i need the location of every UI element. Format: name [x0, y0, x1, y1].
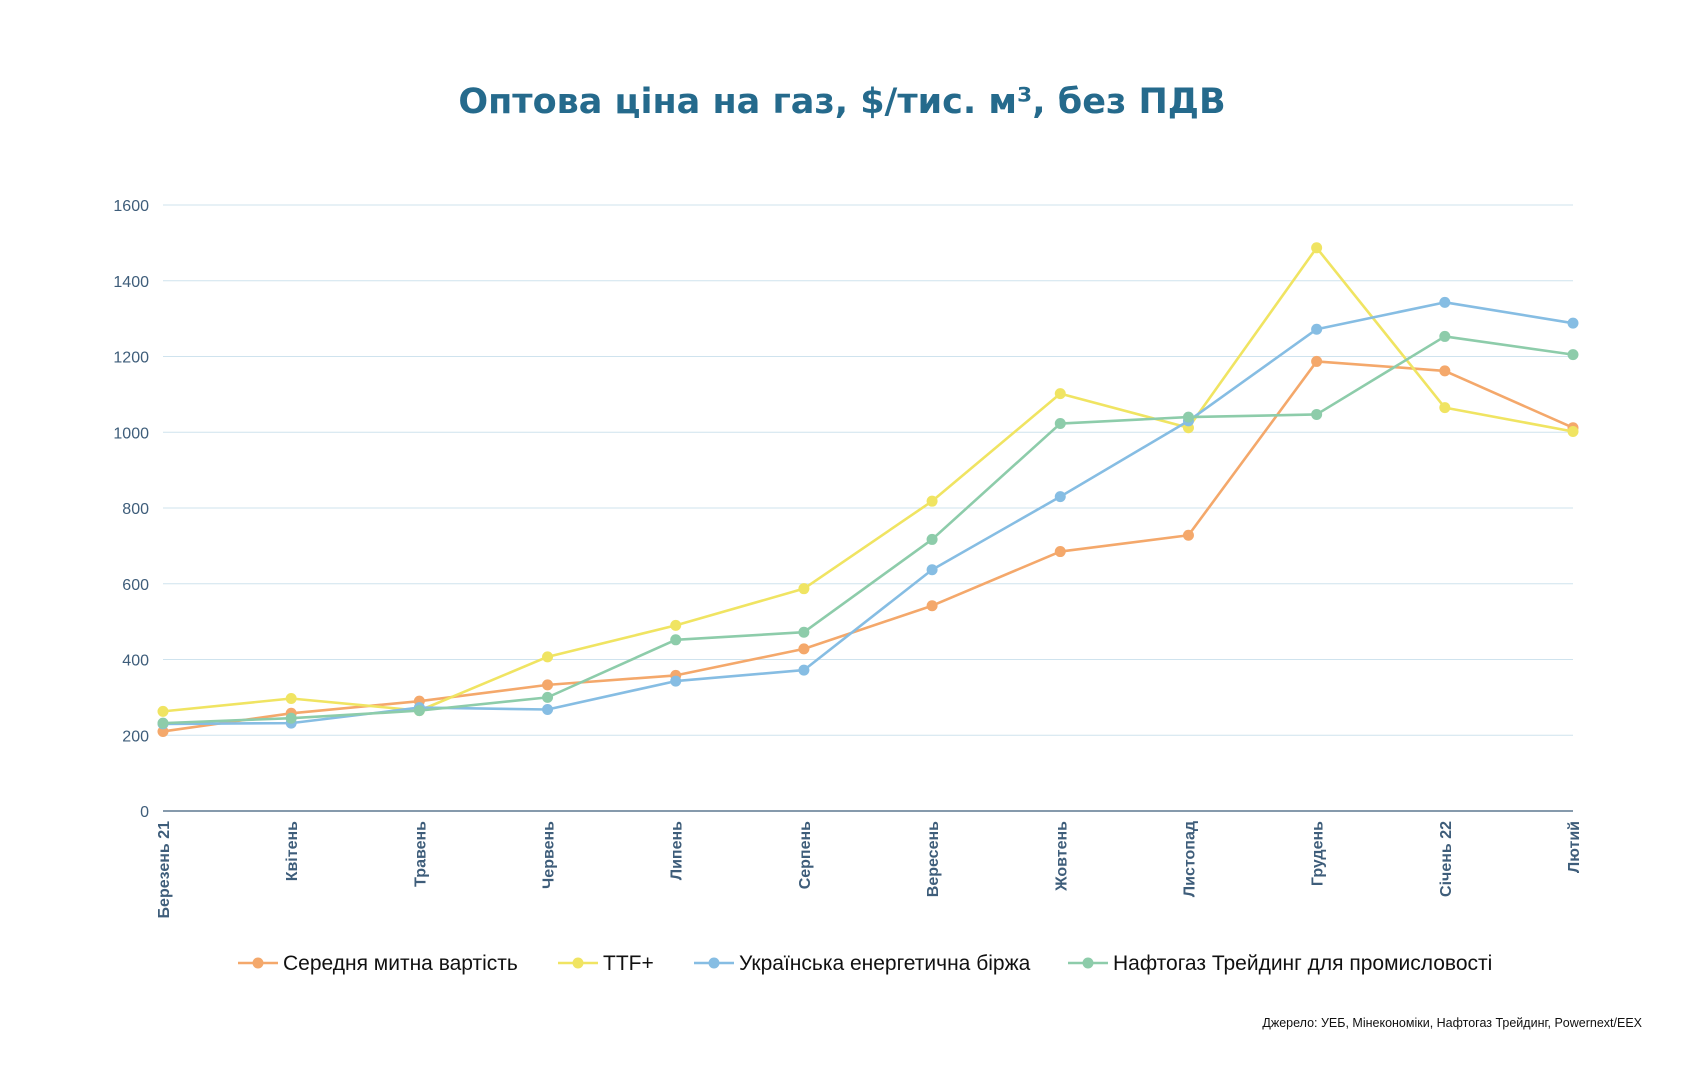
data-point — [1054, 418, 1066, 430]
y-tick-label: 1600 — [113, 198, 149, 215]
data-point — [670, 619, 682, 631]
y-tick-label: 0 — [140, 804, 149, 821]
data-point — [798, 583, 810, 595]
legend-item: Українська енергетична біржа — [694, 952, 1031, 975]
legend-item: Нафтогаз Трейдинг для промисловості — [1068, 952, 1492, 975]
legend-item: Середня митна вартість — [238, 952, 518, 975]
legend-swatch-marker — [572, 957, 584, 969]
y-tick-label: 800 — [122, 501, 149, 518]
data-point — [157, 717, 169, 729]
x-tick-label: Червень — [541, 821, 558, 889]
data-point — [926, 600, 938, 612]
data-point — [1567, 349, 1579, 361]
x-tick-label: Березень 21 — [156, 821, 173, 919]
data-point — [1311, 408, 1323, 420]
series-line — [161, 246, 1575, 713]
series-line — [161, 360, 1575, 733]
data-point — [670, 634, 682, 646]
series-4 — [157, 330, 1579, 729]
x-tick-label: Січень 22 — [1438, 821, 1455, 897]
legend-label: Середня митна вартість — [283, 952, 518, 975]
data-point — [670, 675, 682, 687]
data-point — [1054, 388, 1066, 400]
data-point — [542, 691, 554, 703]
x-tick-label: Вересень — [925, 821, 942, 897]
data-point — [285, 712, 297, 724]
data-point — [285, 693, 297, 705]
legend-swatch-marker — [1082, 957, 1094, 969]
data-point — [542, 679, 554, 691]
series-line — [161, 301, 1575, 726]
data-point — [1311, 242, 1323, 254]
source-note: Джерело: УЕБ, Мінекономіки, Нафтогаз Тре… — [1262, 1016, 1642, 1030]
data-point — [1182, 529, 1194, 541]
data-point — [542, 703, 554, 715]
x-tick-label: Лютий — [1566, 821, 1583, 873]
data-point — [1567, 317, 1579, 329]
legend-label: Нафтогаз Трейдинг для промисловості — [1113, 952, 1492, 975]
legend-swatch-marker — [708, 957, 720, 969]
x-tick-label: Квітень — [284, 821, 301, 881]
data-point — [798, 626, 810, 638]
gridlines — [163, 204, 1573, 736]
legend-item: TTF+ — [558, 952, 654, 975]
data-point — [157, 725, 169, 737]
data-point — [798, 664, 810, 676]
y-tick-label: 1000 — [113, 425, 149, 442]
series-3 — [157, 296, 1579, 730]
data-point — [926, 533, 938, 545]
series-line — [161, 335, 1575, 725]
y-tick-label: 1200 — [113, 350, 149, 367]
data-point — [157, 705, 169, 717]
data-point — [1439, 330, 1451, 342]
x-tick-label: Липень — [669, 821, 686, 880]
y-tick-label: 600 — [122, 577, 149, 594]
data-point — [1567, 425, 1579, 437]
data-point — [1054, 546, 1066, 558]
chart-title: Оптова ціна на газ, $/тис. м³, без ПДВ — [458, 82, 1226, 122]
y-tick-label: 400 — [122, 653, 149, 670]
data-point — [1311, 323, 1323, 335]
data-point — [542, 651, 554, 663]
data-point — [1439, 296, 1451, 308]
data-point — [1182, 411, 1194, 423]
data-point — [926, 564, 938, 576]
data-point — [1311, 355, 1323, 367]
y-tick-label: 1400 — [113, 274, 149, 291]
legend-label: TTF+ — [603, 952, 654, 975]
legend-label: Українська енергетична біржа — [739, 952, 1031, 975]
y-axis-ticks: 0 200 400 600 800 1000 1200 1400 1600 — [113, 198, 149, 821]
x-tick-label: Серпень — [797, 821, 814, 889]
series-2 — [157, 242, 1579, 717]
data-point — [1439, 365, 1451, 377]
data-point — [798, 643, 810, 655]
legend: Середня митна вартість TTF+ Українська ене… — [238, 952, 1492, 975]
data-point — [926, 495, 938, 507]
legend-swatch-marker — [252, 957, 264, 969]
data-point — [413, 705, 425, 717]
data-point — [1439, 402, 1451, 414]
y-tick-label: 200 — [122, 728, 149, 745]
x-tick-label: Травень — [412, 821, 429, 887]
x-tick-label: Листопад — [1181, 821, 1198, 897]
x-tick-label: Жовтень — [1053, 821, 1070, 892]
x-tick-label: Грудень — [1310, 821, 1327, 886]
data-point — [1054, 491, 1066, 503]
x-axis-labels: Березень 21 Квітень Травень Червень Липень Се… — [156, 821, 1583, 919]
